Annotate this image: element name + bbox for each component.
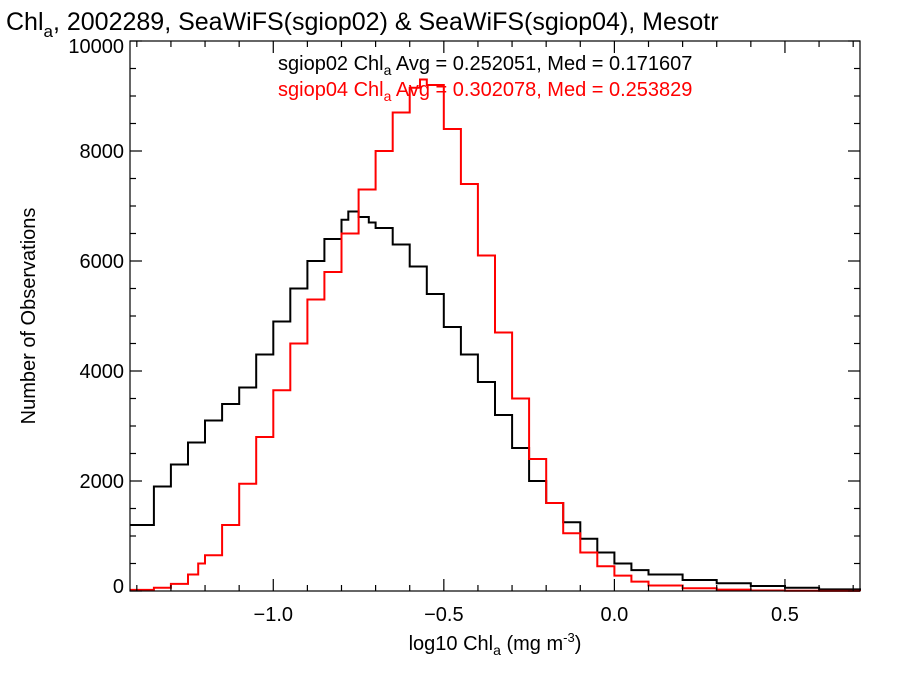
x-tick-label: −1.0 [254,604,293,626]
series-line-0 [130,210,861,591]
y-tick-label: 6000 [80,251,125,273]
y-tick-label: 4000 [80,361,125,383]
chart-title: Chla, 2002289, SeaWiFS(sgiop02) & SeaWiF… [6,8,719,41]
y-tick-label: 2000 [80,471,125,493]
annotation-sgiop02: sgiop02 Chla Avg = 0.252051, Med = 0.171… [278,53,692,78]
x-axis-label: log10 Chla (mg m-3) [409,630,582,658]
y-tick-label: 8000 [80,141,125,163]
y-tick-label: 10000 [68,36,124,58]
x-tick-label: 0.0 [600,604,628,626]
series-layer [130,78,861,592]
y-axis-label: Number of Observations [18,208,40,425]
y-tick-label: 0 [113,576,124,598]
ticks-layer: 0 2000 4000 6000 8000 10000 −1.0 −0.5 0.0 0.5 [68,36,860,626]
annotation-sgiop04: sgiop04 Chla Avg = 0.302078, Med = 0.253… [278,79,692,104]
x-tick-label: −0.5 [424,604,463,626]
series-line-1 [130,78,861,592]
x-tick-label: 0.5 [771,604,799,626]
